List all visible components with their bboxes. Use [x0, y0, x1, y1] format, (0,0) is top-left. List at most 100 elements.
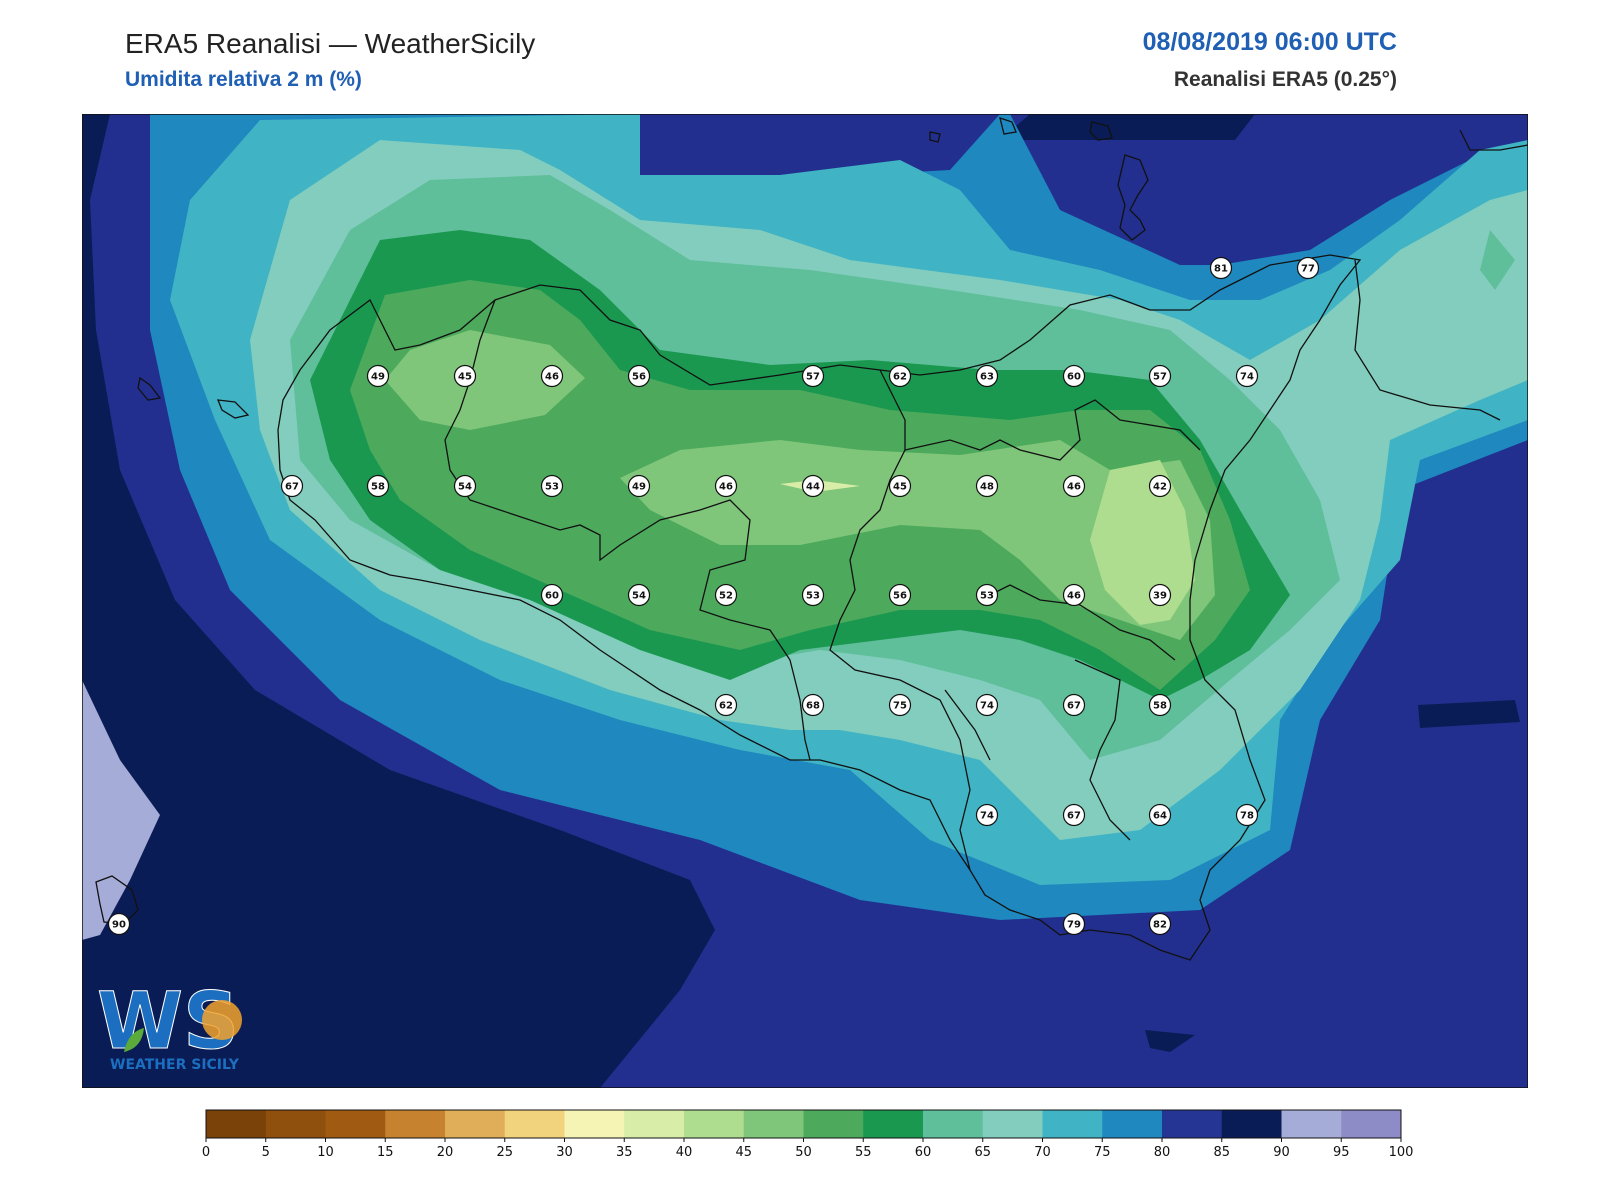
- colorbar-tick-label: 45: [735, 1145, 752, 1160]
- colorbar-swatch: [863, 1110, 924, 1138]
- station-markers: 81 77 49 45 46 56 57 62 63 60 57 74 67 58 54 53 49 46 44 45…: [107, 256, 1320, 936]
- colorbar-swatch: [982, 1110, 1043, 1138]
- station-value: 42: [1153, 482, 1167, 493]
- station-value: 64: [1153, 811, 1167, 822]
- colorbar-swatch: [265, 1110, 326, 1138]
- station-circle: [975, 474, 999, 498]
- station-value: 78: [1240, 811, 1254, 822]
- logo-sun-icon: [202, 1000, 242, 1040]
- colorbar-swatch: [1341, 1110, 1402, 1138]
- colorbar-tick-label: 20: [437, 1145, 454, 1160]
- station-marker: 90: [107, 912, 131, 936]
- station-marker: 58: [1148, 693, 1172, 717]
- station-marker: 46: [714, 474, 738, 498]
- station-marker: 82: [1148, 912, 1172, 936]
- station-value: 56: [632, 372, 646, 383]
- colorbar-tick-label: 100: [1389, 1145, 1414, 1160]
- station-circle: [1148, 364, 1172, 388]
- colorbar-tick-label: 70: [1034, 1145, 1051, 1160]
- station-circle: [1148, 583, 1172, 607]
- station-circle: [1148, 474, 1172, 498]
- colorbar-swatch: [743, 1110, 804, 1138]
- colorbar-tick-label: 15: [377, 1145, 394, 1160]
- station-value: 60: [1067, 372, 1081, 383]
- station-circle: [1062, 693, 1086, 717]
- station-marker: 74: [1235, 364, 1259, 388]
- station-marker: 53: [801, 583, 825, 607]
- colorbar-swatch: [624, 1110, 685, 1138]
- station-value: 67: [285, 482, 299, 493]
- station-circle: [975, 803, 999, 827]
- station-circle: [1235, 803, 1259, 827]
- colorbar-tick-label: 30: [556, 1145, 573, 1160]
- colorbar-swatches: [206, 1110, 1402, 1138]
- station-value: 46: [1067, 591, 1081, 602]
- station-marker: 78: [1235, 803, 1259, 827]
- station-circle: [975, 364, 999, 388]
- colorbar-tick-label: 10: [317, 1145, 334, 1160]
- station-marker: 68: [801, 693, 825, 717]
- station-marker: 53: [975, 583, 999, 607]
- station-circle: [540, 583, 564, 607]
- colorbar-swatch: [923, 1110, 984, 1138]
- station-circle: [714, 583, 738, 607]
- station-value: 54: [458, 482, 472, 493]
- station-circle: [1062, 364, 1086, 388]
- station-circle: [888, 364, 912, 388]
- station-circle: [627, 583, 651, 607]
- station-circle: [975, 583, 999, 607]
- station-value: 46: [545, 372, 559, 383]
- station-marker: 54: [627, 583, 651, 607]
- station-value: 53: [806, 591, 820, 602]
- map-subtitle: Umidita relativa 2 m (%): [125, 68, 362, 91]
- colorbar-tick-label: 65: [974, 1145, 991, 1160]
- station-circle: [801, 693, 825, 717]
- station-value: 74: [980, 701, 994, 712]
- colorbar-swatch: [684, 1110, 745, 1138]
- station-value: 49: [632, 482, 646, 493]
- station-circle: [366, 364, 390, 388]
- colorbar-swatch: [325, 1110, 386, 1138]
- colorbar-tick-label: 40: [676, 1145, 693, 1160]
- station-marker: 46: [1062, 583, 1086, 607]
- map-title: ERA5 Reanalisi — WeatherSicily: [125, 28, 536, 59]
- colorbar-tick-label: 95: [1333, 1145, 1350, 1160]
- station-circle: [714, 693, 738, 717]
- station-circle: [540, 364, 564, 388]
- station-circle: [1062, 803, 1086, 827]
- station-value: 52: [719, 591, 733, 602]
- station-circle: [801, 583, 825, 607]
- colorbar-swatch: [1102, 1110, 1163, 1138]
- logo-text: WEATHER SICILY: [110, 1057, 240, 1073]
- station-value: 67: [1067, 701, 1081, 712]
- station-circle: [1296, 256, 1320, 280]
- station-value: 39: [1153, 591, 1167, 602]
- colorbar-swatch: [1042, 1110, 1103, 1138]
- station-value: 54: [632, 591, 646, 602]
- station-marker: 74: [975, 693, 999, 717]
- station-circle: [627, 474, 651, 498]
- logo-leaf-icon: [124, 1028, 144, 1052]
- station-value: 44: [806, 482, 820, 493]
- station-marker: 45: [453, 364, 477, 388]
- station-circle: [627, 364, 651, 388]
- station-value: 75: [893, 701, 907, 712]
- station-marker: 44: [801, 474, 825, 498]
- station-value: 58: [371, 482, 385, 493]
- station-marker: 79: [1062, 912, 1086, 936]
- colorbar-swatch: [206, 1110, 267, 1138]
- station-circle: [1062, 474, 1086, 498]
- station-circle: [280, 474, 304, 498]
- station-value: 68: [806, 701, 820, 712]
- station-value: 79: [1067, 920, 1081, 931]
- colorbar-swatch: [445, 1110, 506, 1138]
- station-marker: 45: [888, 474, 912, 498]
- colorbar-tick-label: 75: [1094, 1145, 1111, 1160]
- station-circle: [888, 474, 912, 498]
- station-circle: [1148, 803, 1172, 827]
- station-value: 53: [980, 591, 994, 602]
- station-marker: 57: [1148, 364, 1172, 388]
- station-circle: [801, 474, 825, 498]
- colorbar-tick-label: 0: [202, 1145, 210, 1160]
- station-marker: 39: [1148, 583, 1172, 607]
